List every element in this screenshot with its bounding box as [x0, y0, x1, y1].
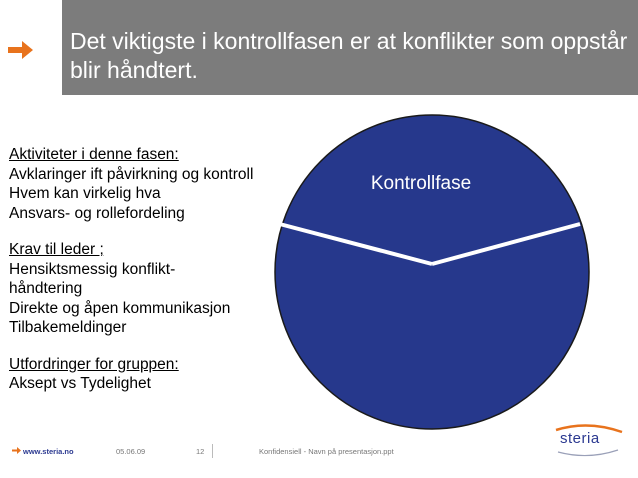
footer-confidential-note: Konfidensiell - Navn på presentasjon.ppt [259, 447, 394, 456]
content-line: håndtering [9, 280, 83, 297]
circle-segment-line-right [431, 222, 581, 266]
steria-logo: steria [548, 422, 630, 462]
footer-page-number: 12 [196, 447, 205, 456]
content-line: Aksept vs Tydelighet [9, 375, 151, 392]
content-line: Hvem kan virkelig hva [9, 185, 161, 202]
footer-date: 05.06.09 [116, 447, 146, 456]
content-line: Tilbakemeldinger [9, 319, 127, 336]
content-heading: Aktiviteter i denne fasen: [9, 146, 179, 163]
title-bar [0, 0, 638, 95]
content-line: Hensiktsmessig konflikt- [9, 260, 176, 278]
content-line: Avklaringer ift påvirkning og kontroll [9, 165, 254, 183]
circle-segment-line-left [271, 220, 433, 266]
steria-logo-text: steria [560, 430, 600, 447]
content-spacer [9, 223, 299, 240]
circle-label: Kontrollfase [371, 173, 471, 194]
steria-logo-swoosh-icon [555, 424, 623, 457]
content-spacer [9, 338, 299, 355]
footer-website-link[interactable]: www.steria.no [23, 447, 74, 456]
footer: www.steria.no 05.06.09 12 Konfidensiell … [0, 444, 638, 464]
content-heading: Krav til leder ; [9, 241, 104, 258]
phase-circle [274, 114, 590, 430]
content-text-block: Aktiviteter i denne fasen: Avklaringer if… [9, 145, 299, 394]
content-heading: Utfordringer for gruppen: [9, 355, 179, 373]
content-line: Ansvars- og rollefordeling [9, 204, 185, 222]
slide-title: Det viktigste i kontrollfasen er at konf… [70, 28, 628, 83]
arrow-right-icon [12, 447, 21, 454]
content-line: Direkte og åpen kommunikasjon [9, 299, 231, 317]
arrow-right-icon [8, 41, 33, 59]
footer-divider [212, 444, 213, 458]
